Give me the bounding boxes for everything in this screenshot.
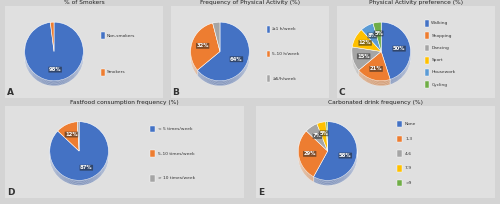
Text: D: D [8,188,15,197]
Title: Frequency of Physical Activity (%): Frequency of Physical Activity (%) [200,0,300,5]
Title: Physical Activity preference (%): Physical Activity preference (%) [369,0,463,5]
Title: Fastfood consumption frequency (%): Fastfood consumption frequency (%) [70,100,179,105]
Text: A: A [6,88,14,97]
Title: Carbonated drink frequency (%): Carbonated drink frequency (%) [328,100,423,105]
Text: E: E [258,188,264,197]
Text: C: C [338,88,345,97]
Text: B: B [172,88,180,97]
Title: % of Smokers: % of Smokers [64,0,104,5]
